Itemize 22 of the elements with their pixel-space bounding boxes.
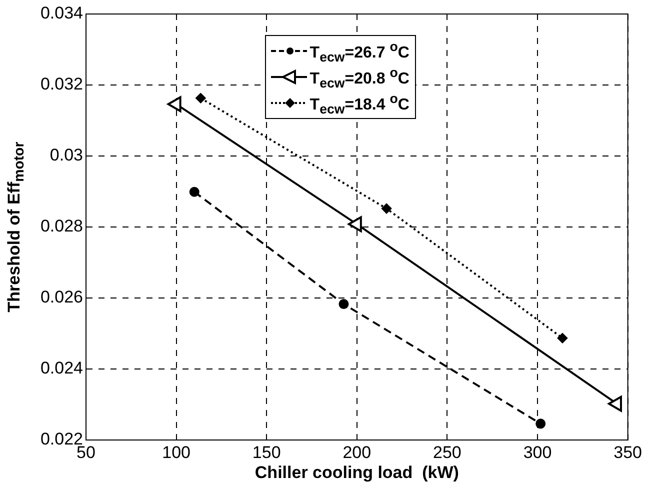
y-tick-label: 0.034 [40, 4, 83, 23]
x-tick-label: 100 [162, 442, 190, 462]
y-tick-label: 0.032 [40, 74, 83, 94]
legend-label: T$_{ecw}$=18.4 $^{o}$C [310, 90, 410, 116]
point [536, 418, 546, 429]
point [338, 299, 349, 310]
point [189, 186, 200, 197]
x-tick-label: 300 [523, 442, 552, 462]
y-tick-label: 0.03 [50, 146, 83, 165]
point [382, 204, 392, 214]
point [557, 333, 568, 344]
y-tick-label: 0.026 [40, 288, 83, 307]
legend-label: T$_{ecw}$=26.7 $^{o}$C [310, 38, 410, 64]
y-tick-label: 0.028 [40, 216, 83, 236]
y-tick-label: 0.024 [40, 358, 83, 378]
legend-label: T$_{ecw}$=20.8 $^{o}$C [310, 64, 410, 90]
point [196, 93, 206, 104]
x-tick-label: 250 [433, 442, 462, 462]
x-tick-label: 350 [614, 442, 642, 462]
x-tick-label: 200 [342, 442, 372, 462]
x-axis-title: Chiller cooling load (kW) [254, 463, 459, 483]
x-tick-label: 150 [252, 442, 281, 462]
